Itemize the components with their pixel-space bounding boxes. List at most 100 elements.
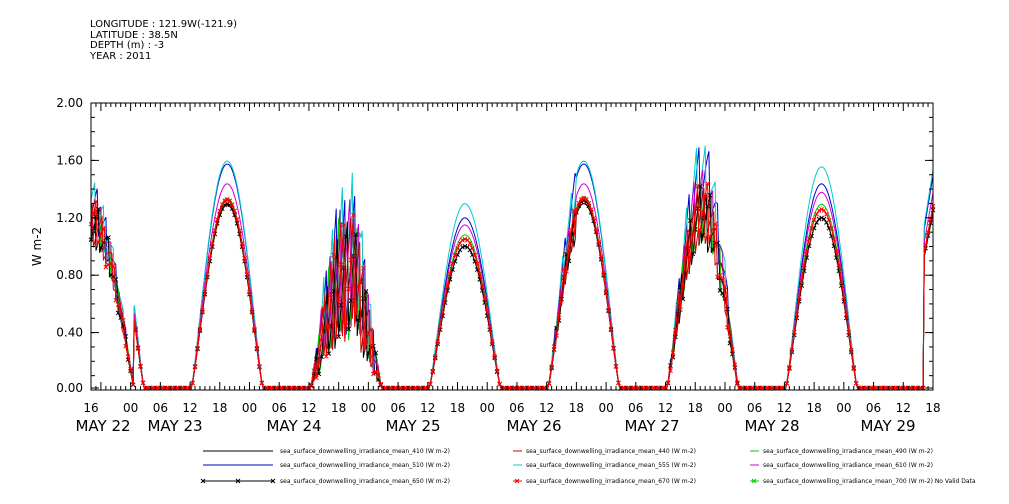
series-marker xyxy=(450,261,455,267)
series-marker xyxy=(140,380,146,386)
series-marker xyxy=(309,382,314,388)
series-marker xyxy=(801,262,807,268)
series-marker xyxy=(841,294,847,300)
series-marker xyxy=(687,255,693,260)
series-marker xyxy=(323,354,329,359)
series-marker xyxy=(96,239,101,245)
series-marker xyxy=(108,272,114,278)
series-marker xyxy=(356,284,361,289)
series-marker xyxy=(720,277,725,283)
date-label: MAY 23 xyxy=(147,417,202,435)
series-marker xyxy=(192,364,198,369)
series-marker xyxy=(816,208,822,213)
series-marker xyxy=(841,299,847,304)
series-marker xyxy=(138,363,143,369)
series-marker xyxy=(363,342,369,347)
series-marker xyxy=(487,324,493,330)
series-marker xyxy=(254,345,260,351)
series-marker xyxy=(237,228,242,233)
date-label: MAY 25 xyxy=(385,417,440,435)
series-marker xyxy=(110,263,116,269)
legend-marker xyxy=(751,478,757,484)
series-marker xyxy=(494,368,500,374)
series-marker xyxy=(346,326,351,332)
y-tick-label: 0.80 xyxy=(56,268,83,282)
series-marker xyxy=(333,334,339,340)
series-marker xyxy=(843,312,849,317)
series-marker xyxy=(692,205,698,211)
series-marker xyxy=(348,257,354,263)
series-line xyxy=(90,169,934,389)
legend-label: sea_surface_downwelling_irradiance_mean_… xyxy=(526,478,696,485)
x-tick-label: 12 xyxy=(658,401,673,415)
longitude-line: LONGITUDE : 121.9W(-121.9) xyxy=(90,19,237,30)
series-marker xyxy=(735,381,740,387)
x-tick-label: 12 xyxy=(777,401,792,415)
series-marker xyxy=(353,311,359,317)
x-tick-label: 12 xyxy=(539,401,554,415)
series-marker xyxy=(356,318,361,323)
x-tick-label: 18 xyxy=(806,401,821,415)
latitude-line: LATITUDE : 38.5N xyxy=(90,29,178,41)
series-marker xyxy=(430,368,436,374)
x-tick-label: 12 xyxy=(896,401,911,415)
series-marker xyxy=(571,208,577,214)
series-marker xyxy=(135,345,141,350)
series-marker xyxy=(678,307,683,313)
series-marker xyxy=(690,231,696,237)
series-marker xyxy=(712,221,718,227)
legend: sea_surface_downwelling_irradiance_mean_… xyxy=(200,448,976,485)
series-marker xyxy=(445,283,450,288)
series-marker xyxy=(839,278,844,283)
legend-marker xyxy=(235,478,241,484)
series-line xyxy=(90,183,934,389)
series-marker xyxy=(470,245,475,251)
series-marker xyxy=(343,323,349,329)
x-tick-label: 06 xyxy=(628,401,643,415)
series-marker xyxy=(569,227,574,233)
series-marker xyxy=(98,245,104,251)
series-marker xyxy=(546,380,552,386)
legend-label: sea_surface_downwelling_irradiance_mean_… xyxy=(763,478,976,485)
series-marker xyxy=(197,326,203,332)
series-marker xyxy=(316,359,322,364)
series-marker xyxy=(789,347,795,353)
series-marker xyxy=(477,271,483,277)
series-marker xyxy=(212,228,218,233)
series-marker xyxy=(601,271,606,277)
y-tick-label: 0.40 xyxy=(56,326,83,340)
series-marker xyxy=(725,306,730,312)
legend-label: sea_surface_downwelling_irradiance_mean_… xyxy=(280,478,450,485)
series-marker xyxy=(566,248,572,254)
series-marker xyxy=(670,350,676,355)
series-marker xyxy=(252,326,257,332)
series-marker xyxy=(700,232,706,238)
series-marker xyxy=(96,206,101,212)
series-marker xyxy=(603,288,609,294)
series-marker xyxy=(665,380,671,385)
series-marker xyxy=(492,354,498,359)
series-marker xyxy=(821,216,827,222)
series-marker xyxy=(321,307,327,312)
series-marker xyxy=(338,262,344,267)
series-marker xyxy=(799,278,805,283)
x-tick-label: 18 xyxy=(925,401,940,415)
date-label: MAY 26 xyxy=(506,417,561,435)
series-marker xyxy=(249,308,255,313)
x-tick-label: 18 xyxy=(688,401,703,415)
series-marker xyxy=(796,294,802,300)
series-marker xyxy=(242,255,247,261)
series-marker xyxy=(232,208,237,214)
y-tick-label: 1.60 xyxy=(56,153,83,167)
series-marker xyxy=(227,198,233,204)
series-marker xyxy=(687,218,693,223)
series-marker xyxy=(229,202,235,207)
series-marker xyxy=(559,290,564,295)
series-marker xyxy=(690,251,696,257)
series-marker xyxy=(128,366,133,372)
series-marker xyxy=(675,302,681,308)
series-marker xyxy=(118,308,124,313)
legend-label: sea_surface_downwelling_irradiance_mean_… xyxy=(280,462,450,469)
series-marker xyxy=(794,312,800,317)
series-marker xyxy=(598,254,604,260)
